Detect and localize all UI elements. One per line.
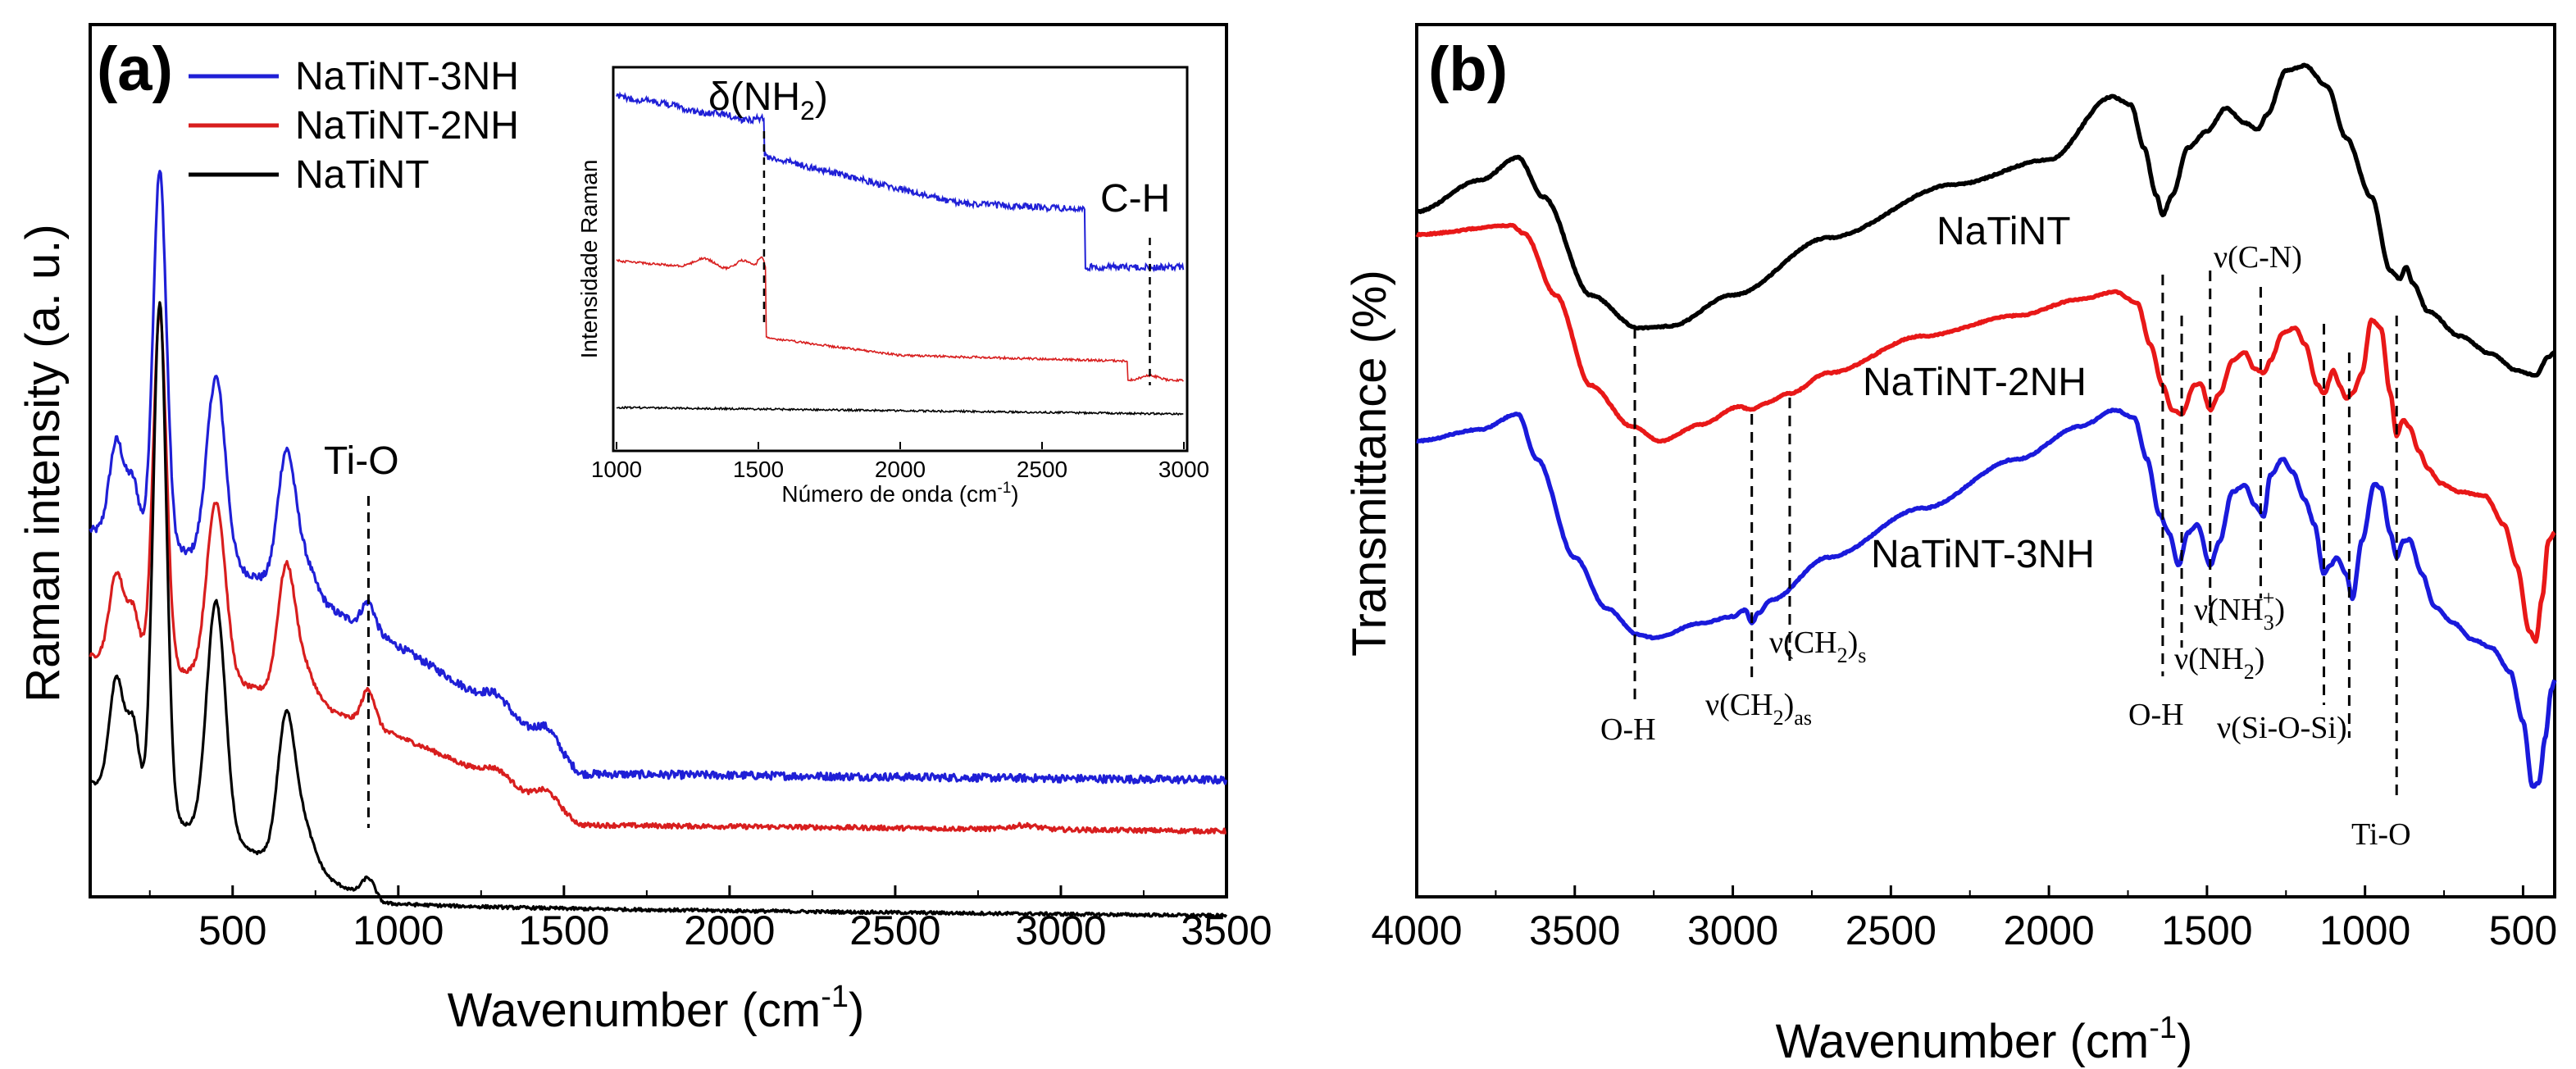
panel-b-series-natint-3nh [1415,407,2557,789]
ann-ti-o: Ti-O [2351,817,2411,852]
panel-a-legend: NaTiNT-3NH NaTiNT-2NH NaTiNT [189,55,519,197]
panel-b-series-label-natint-3nh: NaTiNT-3NH [1871,533,2095,576]
inset-x-tick-label: 2500 [1017,457,1067,482]
panel-b-x-axis-title: Wavenumber (cm-1) [1776,1011,2193,1068]
legend-label-natint-3nh: NaTiNT-3NH [295,55,519,98]
panel-b-x-tick-label: 3000 [1687,908,1778,953]
panel-b-curves [1415,62,2557,789]
inset-annotation-lines [762,131,1151,385]
panel-a-series-natint-2nh [89,310,1227,835]
panel-b-frame [1415,23,2556,898]
panel-a-x-tick-label: 1000 [353,908,444,953]
panel-a-curves [89,170,1228,919]
inset-x-tick-label: 1000 [591,457,642,482]
panel-b-label: (b) [1428,34,1508,104]
ann-nh2: ν(NH2) [2174,642,2264,684]
panel-b-series-natint [1415,62,2556,378]
panel-a-x-tick-label: 2500 [849,908,940,953]
ann-nh3: ν(NH3+) [2194,586,2285,635]
panel-a-x-ticks: 500 1000 1500 2000 2500 3000 3500 [148,885,1272,953]
inset-series-natint [616,405,1184,416]
panel-a-inset: 1000 1500 2000 2500 3000 δ(NH2) C-H Número d… [576,66,1209,507]
panel-a-x-tick-label: 3500 [1181,908,1272,953]
panel-a-x-tick-label: 3000 [1015,908,1106,953]
panel-b: 4000 3500 3000 2500 2000 1500 1000 500 (b) NaTi… [1343,23,2557,1068]
inset-delta-nh2-label: δ(NH2) [708,75,828,125]
panel-b-x-tick-label: 500 [2489,908,2557,953]
inset-c-h-label: C-H [1100,177,1170,221]
panel-b-x-tick-label: 3500 [1529,908,1620,953]
panel-a-ti-o-label: Ti-O [324,439,399,483]
ann-oh-1: O-H [1600,712,1656,747]
panel-b-x-tick-label: 4000 [1371,908,1462,953]
panel-b-x-tick-label: 2500 [1846,908,1937,953]
panel-b-y-axis-title: Transmittance (%) [1343,270,1396,657]
inset-series-natint-3nh [616,91,1185,273]
panel-b-series-natint-2nh [1415,222,2556,644]
inset-x-tick-label: 2000 [875,457,926,482]
panel-b-x-tick-label: 2000 [2003,908,2094,953]
inset-series-natint-2nh [616,256,1184,383]
ann-ch2-as: ν(CH2)as [1705,688,1812,730]
inset-x-axis-title: Número de onda (cm-1) [781,480,1018,507]
panel-a-frame [89,23,1228,898]
inset-x-tick-label: 3000 [1158,457,1209,482]
panel-b-annotation-lines [1633,271,2398,799]
panel-a-x-axis-title: Wavenumber (cm-1) [448,980,865,1037]
inset-y-axis-title: Intensidade Raman [576,160,602,359]
ann-cn: ν(C-N) [2214,240,2302,275]
panel-a-y-axis-title: Raman intensity (a. u.) [16,224,70,702]
inset-x-ticks: 1000 1500 2000 2500 3000 [591,442,1209,482]
panel-a-label: (a) [97,34,173,104]
inset-x-tick-label: 1500 [733,457,784,482]
panel-b-x-ticks: 4000 3500 3000 2500 2000 1500 1000 500 [1371,885,2557,953]
inset-curves [616,91,1185,416]
panel-a-x-tick-label: 2000 [684,908,775,953]
panel-a-series-natint-3nh [89,170,1228,785]
panel-a-series-natint [89,301,1228,919]
panel-a: 500 1000 1500 2000 2500 3000 3500 (a) Ti-O NaT… [16,23,1272,1037]
ann-oh-2: O-H [2128,698,2184,732]
ann-ch2-s: ν(CH2)s [1769,625,1866,667]
panel-b-x-tick-label: 1500 [2161,908,2252,953]
panel-a-x-tick-label: 500 [198,908,266,953]
panel-b-series-label-natint-2nh: NaTiNT-2NH [1863,361,2087,404]
panel-b-x-tick-label: 1000 [2319,908,2410,953]
ann-si-o-si: ν(Si-O-Si) [2217,711,2347,745]
legend-label-natint-2nh: NaTiNT-2NH [295,104,519,148]
panel-a-x-tick-label: 1500 [518,908,609,953]
panel-b-series-label-natint: NaTiNT [1937,210,2071,253]
legend-label-natint: NaTiNT [295,153,430,197]
